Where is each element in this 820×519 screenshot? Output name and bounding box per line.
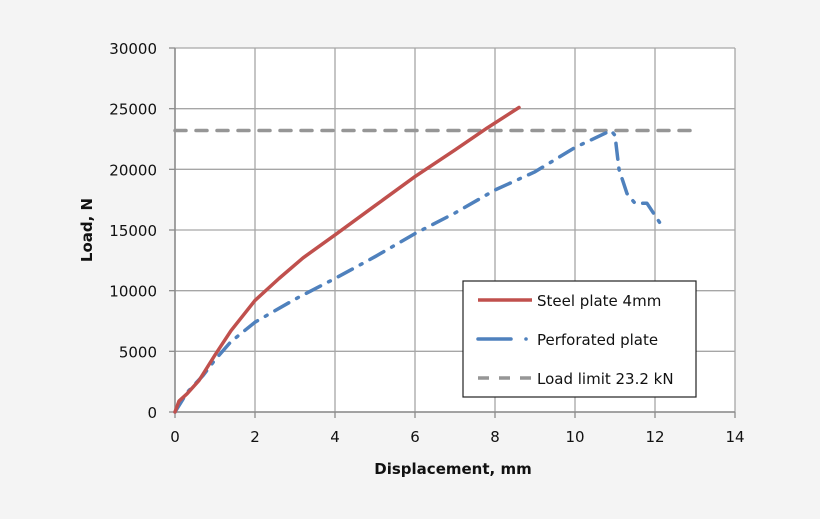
x-axis-ticks: 0 2 4 6 8 10 12 14 <box>170 412 745 446</box>
x-tick-label: 2 <box>250 428 260 446</box>
legend-label-perforated: Perforated plate <box>537 331 658 349</box>
legend-swatch-perforated-dot <box>524 337 528 341</box>
legend-label-steel: Steel plate 4mm <box>537 292 661 310</box>
x-tick-label: 14 <box>725 428 744 446</box>
series-line-perforated-plate <box>173 128 665 414</box>
y-tick-label: 15000 <box>109 222 157 240</box>
y-tick-label: 20000 <box>109 161 157 179</box>
x-tick-label: 10 <box>565 428 584 446</box>
x-tick-label: 8 <box>490 428 500 446</box>
y-tick-label: 5000 <box>119 343 157 361</box>
x-tick-label: 6 <box>410 428 420 446</box>
y-axis-title: Load, N <box>78 198 96 262</box>
y-tick-label: 10000 <box>109 283 157 301</box>
legend-label-limit: Load limit 23.2 kN <box>537 370 674 388</box>
x-tick-label: 4 <box>330 428 340 446</box>
y-tick-label: 30000 <box>109 40 157 58</box>
y-tick-label: 25000 <box>109 101 157 119</box>
x-tick-label: 12 <box>645 428 664 446</box>
x-axis-title: Displacement, mm <box>374 460 531 478</box>
y-axis-ticks: 0 5000 10000 15000 20000 25000 30000 <box>109 40 175 422</box>
x-tick-label: 0 <box>170 428 180 446</box>
series-line-steel-plate-4mm <box>173 105 521 414</box>
y-tick-label: 0 <box>147 404 157 422</box>
legend: Steel plate 4mm Perforated plate Load li… <box>462 280 697 398</box>
series-lines <box>173 105 697 414</box>
